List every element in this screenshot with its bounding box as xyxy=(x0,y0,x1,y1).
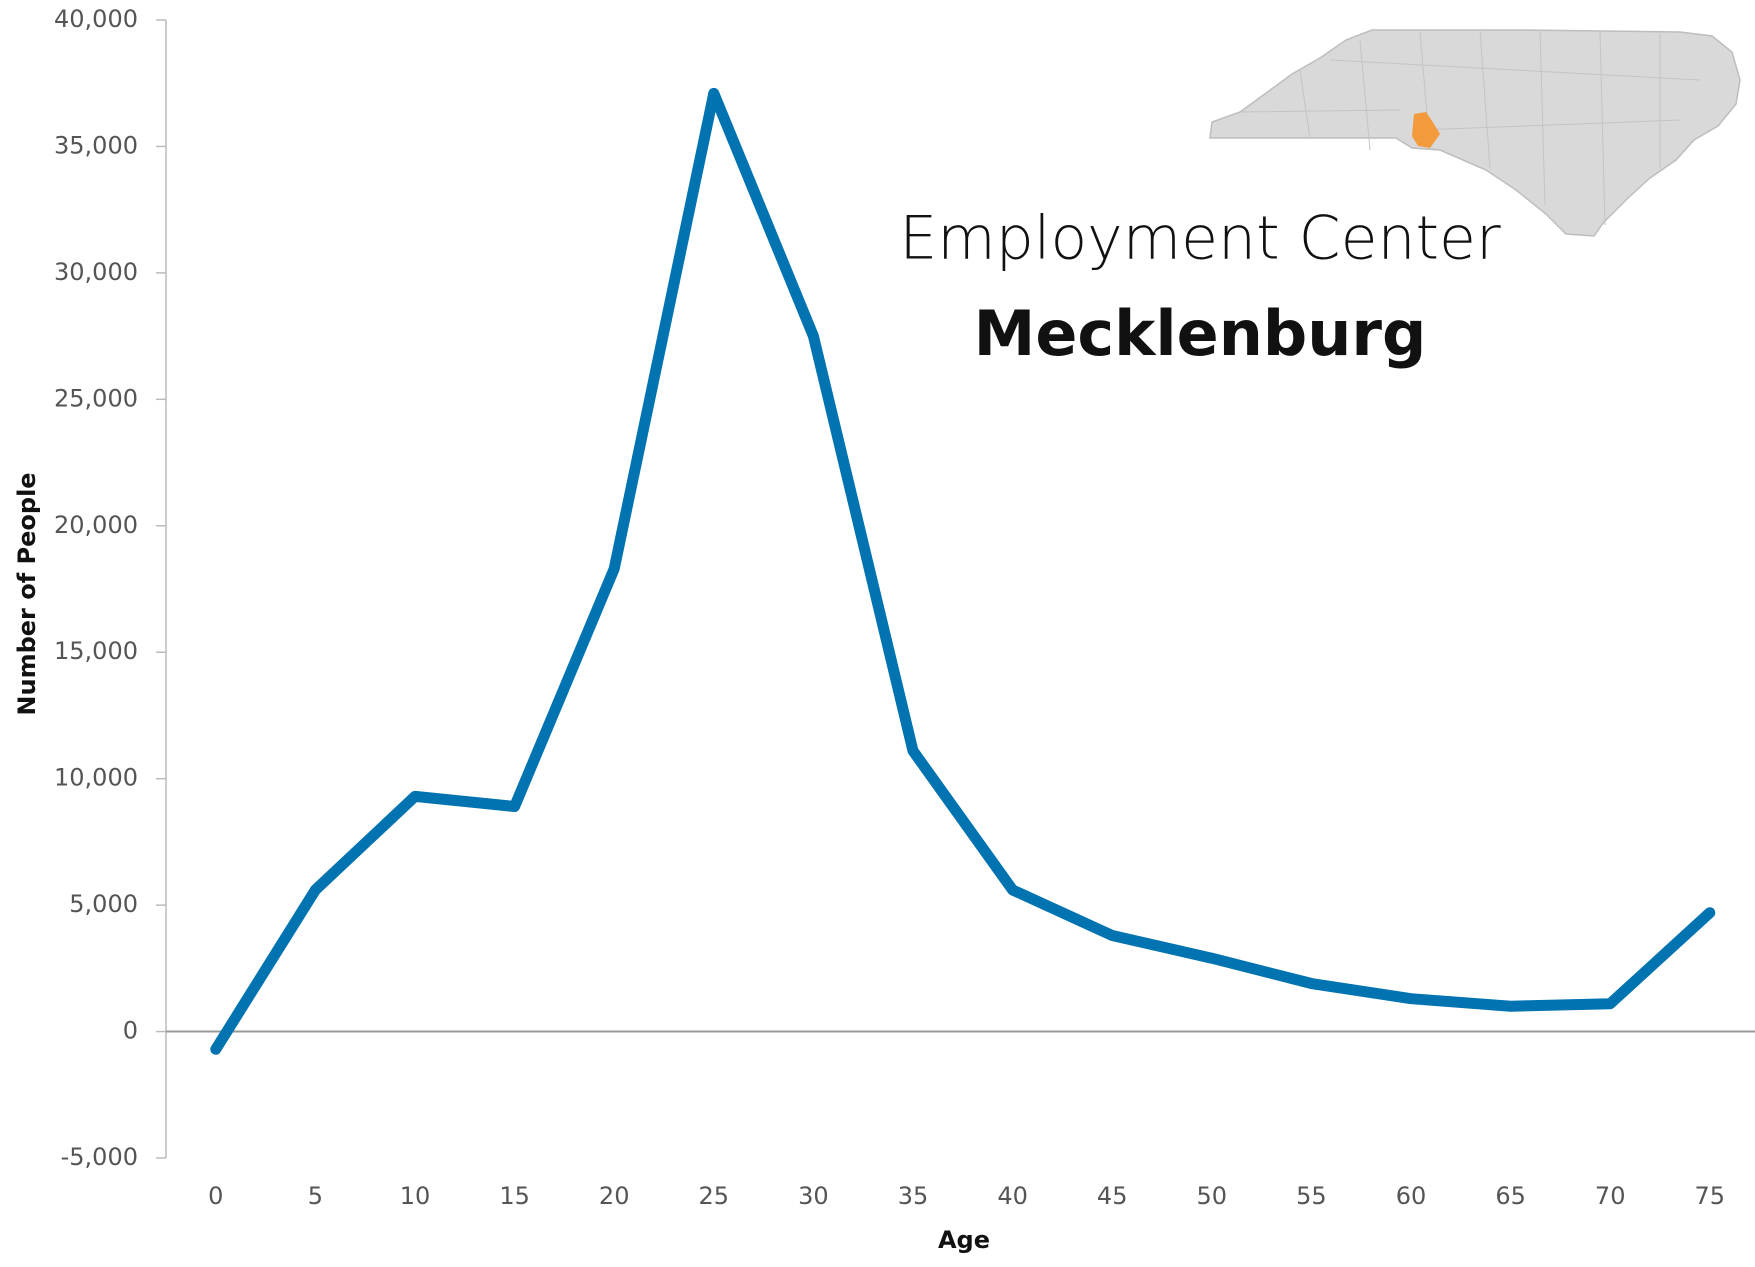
x-tick-label: 0 xyxy=(208,1182,223,1210)
x-tick-label: 65 xyxy=(1495,1182,1526,1210)
y-axis-title: Number of People xyxy=(13,472,41,715)
x-tick-label: 55 xyxy=(1296,1182,1327,1210)
county-lines xyxy=(1239,29,1701,226)
y-tick-label: 40,000 xyxy=(54,5,138,33)
data-line xyxy=(210,87,1716,1055)
y-tick-label: -5,000 xyxy=(61,1143,138,1171)
x-tick-label: 5 xyxy=(308,1182,323,1210)
chart-title: Employment Center xyxy=(899,204,1501,274)
x-tick-label: 50 xyxy=(1197,1182,1228,1210)
chart-subtitle: Mecklenburg xyxy=(974,297,1427,370)
state-shape xyxy=(1209,29,1741,237)
x-tick-label: 60 xyxy=(1396,1182,1427,1210)
y-tick-label: 15,000 xyxy=(54,637,138,665)
highlighted-county xyxy=(1412,112,1440,148)
x-tick-label: 20 xyxy=(599,1182,630,1210)
x-tick-label: 10 xyxy=(400,1182,431,1210)
x-tick-label: 30 xyxy=(798,1182,829,1210)
x-tick-label: 15 xyxy=(499,1182,530,1210)
y-tick-label: 25,000 xyxy=(54,384,138,412)
y-tick-label: 0 xyxy=(123,1017,138,1045)
x-axis-title: Age xyxy=(938,1226,990,1254)
x-tick-label: 75 xyxy=(1695,1182,1726,1210)
x-tick-label: 40 xyxy=(997,1182,1028,1210)
state-map xyxy=(1209,29,1741,237)
y-tick-label: 10,000 xyxy=(54,764,138,792)
x-tick-label: 35 xyxy=(898,1182,929,1210)
x-tick-label: 70 xyxy=(1595,1182,1626,1210)
x-tick-label: 25 xyxy=(699,1182,730,1210)
y-tick-label: 35,000 xyxy=(54,131,138,159)
x-tick-label: 45 xyxy=(1097,1182,1128,1210)
y-tick-label: 5,000 xyxy=(69,890,138,918)
y-tick-label: 30,000 xyxy=(54,258,138,286)
y-tick-label: 20,000 xyxy=(54,511,138,539)
